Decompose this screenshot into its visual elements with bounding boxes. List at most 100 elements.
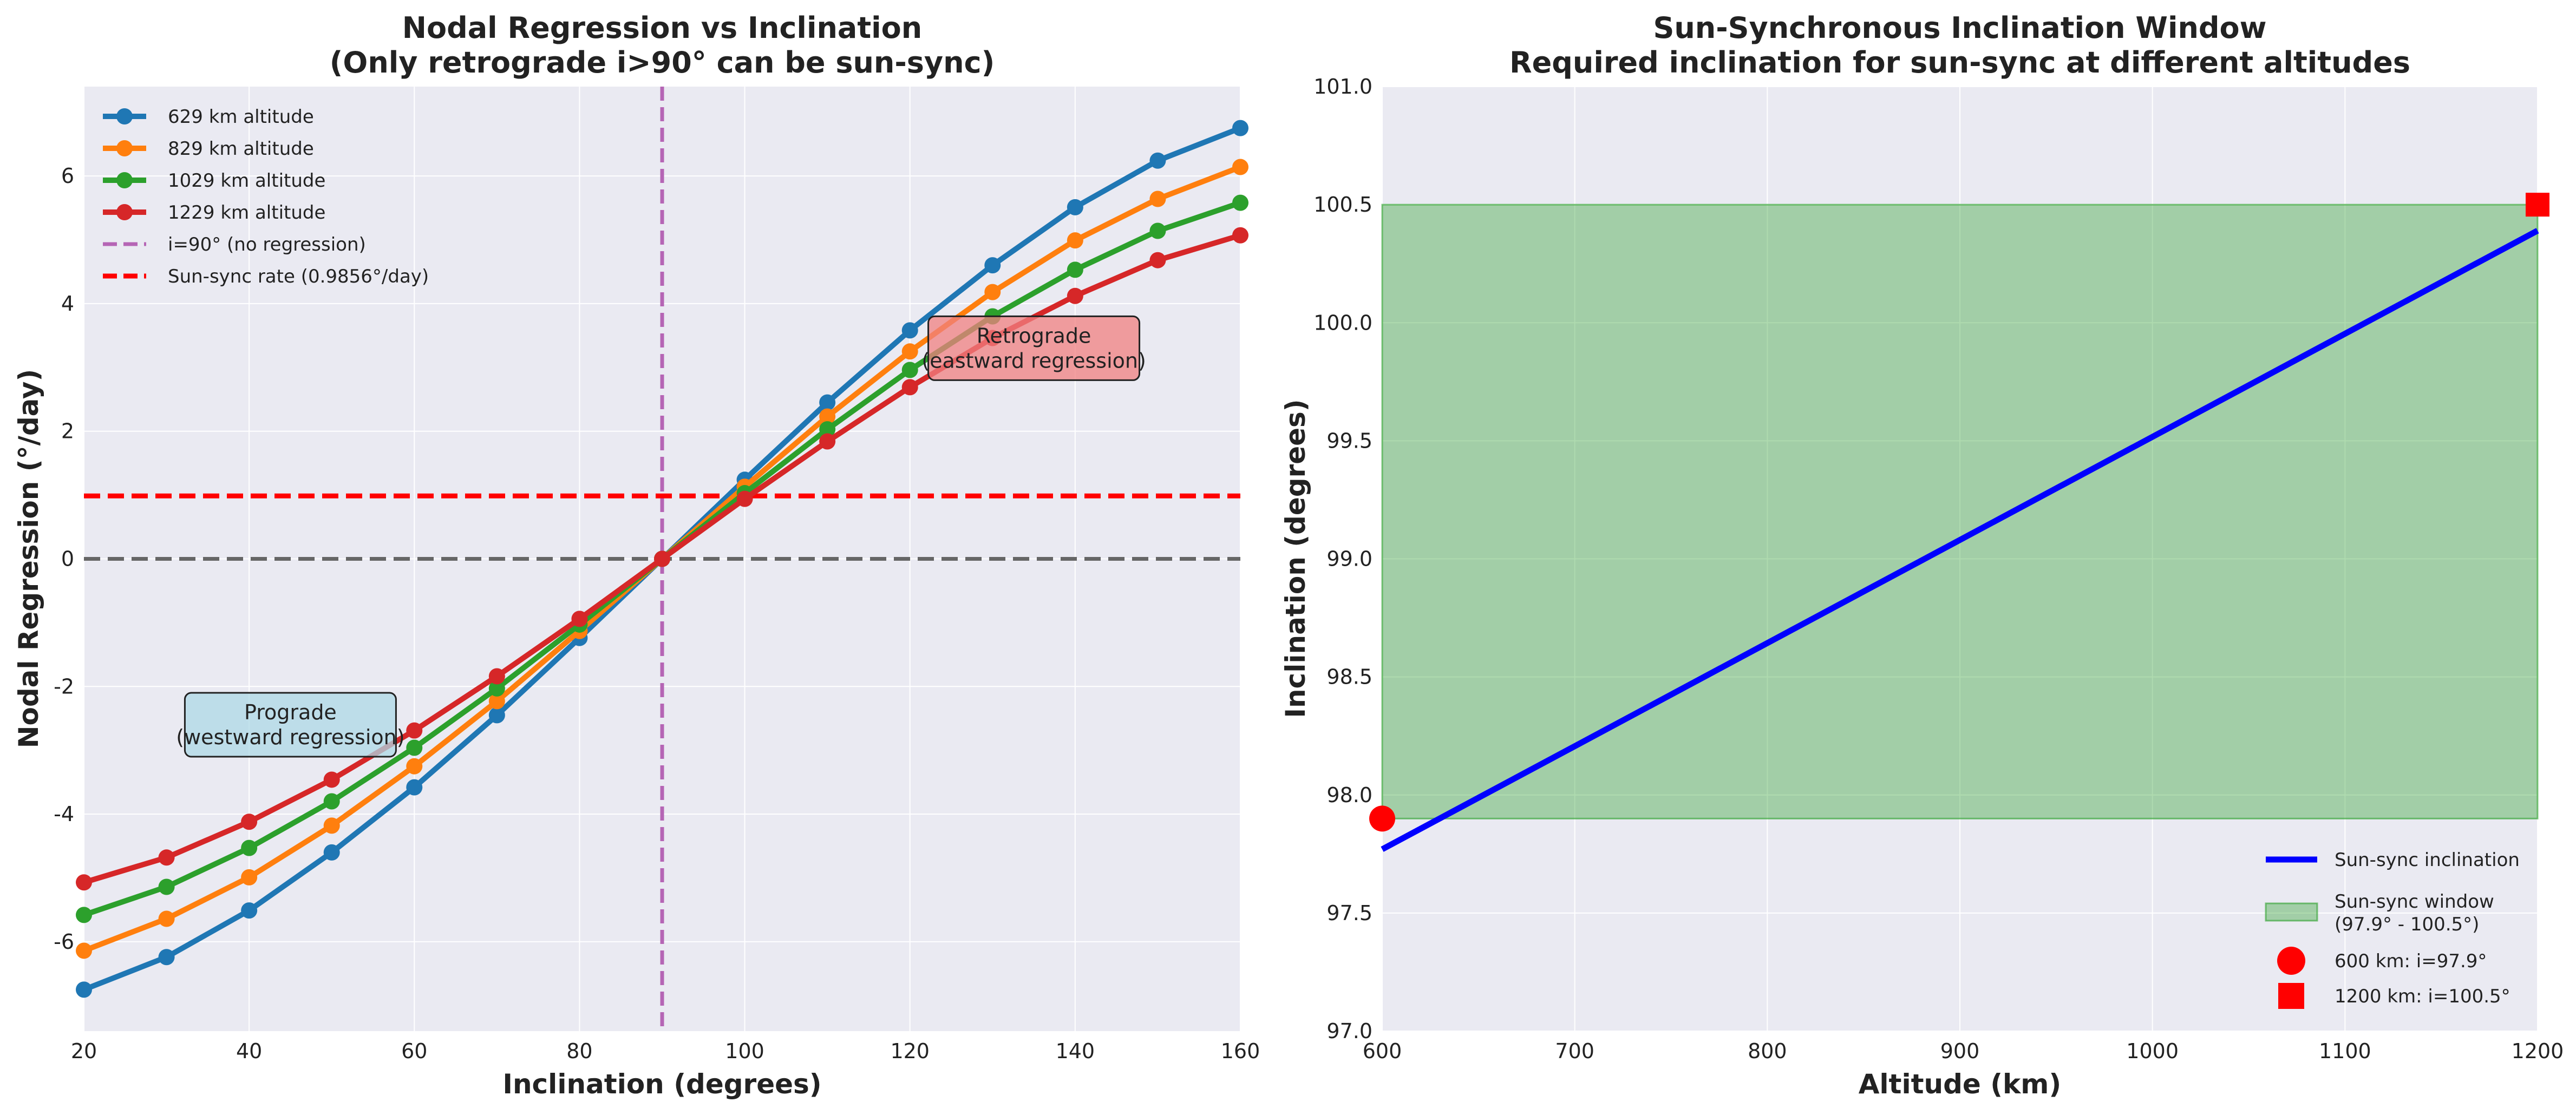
right-x-tick-label: 800 xyxy=(1748,1039,1787,1063)
left-y-ticks: -6 -4 -2 0 2 4 6 xyxy=(54,164,74,954)
left-data-point xyxy=(984,284,1001,300)
left-data-point xyxy=(323,771,340,788)
left-data-point xyxy=(323,793,340,810)
marker-circle xyxy=(1369,805,1395,832)
left-x-tick-label: 140 xyxy=(1056,1039,1095,1063)
left-legend-marker xyxy=(116,140,133,156)
left-annotation-text: (westward regression) xyxy=(176,725,404,749)
right-legend-label: (97.9° - 100.5°) xyxy=(2335,914,2479,935)
right-y-tick-label: 100.0 xyxy=(1313,311,1372,334)
left-data-point xyxy=(984,257,1001,274)
left-legend-marker xyxy=(116,204,133,220)
left-data-point xyxy=(488,693,505,710)
left-annotation-box xyxy=(927,315,1141,381)
left-data-point xyxy=(901,362,918,378)
left-data-point xyxy=(1232,227,1248,244)
left-legend-label: 1029 km altitude xyxy=(168,170,325,192)
left-x-axis-label: Inclination (degrees) xyxy=(502,1068,821,1100)
left-legend-label: 829 km altitude xyxy=(168,138,314,160)
left-chart-title: Nodal Regression vs Inclination xyxy=(402,11,922,45)
right-x-tick-label: 900 xyxy=(1940,1039,1980,1063)
left-data-point xyxy=(241,839,258,856)
left-annotation-text: (eastward regression) xyxy=(921,349,1146,372)
left-data-point xyxy=(819,433,836,450)
right-x-tick-label: 700 xyxy=(1555,1039,1594,1063)
right-legend-label: 600 km: i=97.9° xyxy=(2335,950,2487,972)
right-band xyxy=(1381,204,2539,819)
left-data-point xyxy=(76,942,92,959)
left-y-axis-label: Nodal Regression (°/day) xyxy=(13,369,44,749)
left-legend-marker xyxy=(116,172,133,188)
left-x-tick-label: 80 xyxy=(566,1039,592,1063)
right-y-tick-label: 100.5 xyxy=(1313,193,1372,217)
left-data-point xyxy=(488,680,505,697)
sun-sync-window-panel: Sun-Synchronous Inclination Window Requi… xyxy=(1280,11,2564,1100)
right-x-tick-label: 1100 xyxy=(2319,1039,2371,1063)
right-y-tick-label: 98.0 xyxy=(1326,783,1372,807)
marker-square xyxy=(2526,193,2549,217)
right-x-ticks: 600 700 800 900 1000 1100 1200 xyxy=(1363,1039,2564,1063)
sun-sync-window-band xyxy=(1381,204,2539,819)
left-data-point xyxy=(158,949,175,966)
left-data-point xyxy=(901,322,918,339)
left-data-point xyxy=(1067,261,1083,278)
left-data-point xyxy=(736,490,753,507)
left-data-point xyxy=(406,722,423,739)
left-data-point xyxy=(158,910,175,927)
left-annotations: Prograde(westward regression) Retrograde(… xyxy=(176,315,1146,758)
right-legend-swatch xyxy=(2265,902,2318,922)
left-data-point xyxy=(241,869,258,886)
left-data-point xyxy=(1232,194,1248,211)
left-y-tick-label: -4 xyxy=(54,802,74,826)
left-annotation-text: Retrograde xyxy=(977,324,1091,347)
left-data-point xyxy=(158,878,175,895)
right-y-tick-label: 97.0 xyxy=(1326,1019,1372,1043)
left-data-point xyxy=(323,844,340,861)
left-annotation-text: Prograde xyxy=(244,700,337,724)
left-data-point xyxy=(1067,287,1083,304)
right-x-tick-label: 1200 xyxy=(2512,1039,2564,1063)
left-x-ticks: 20 40 60 80 100 120 140 160 xyxy=(71,1039,1260,1063)
right-y-ticks: 97.0 97.5 98.0 98.5 99.0 99.5 100.0 100.5 101.0 xyxy=(1313,75,1372,1043)
right-legend: Sun-sync inclination Sun-sync window(97.9… xyxy=(2265,849,2520,1009)
right-legend-label: 1200 km: i=100.5° xyxy=(2335,986,2510,1007)
left-data-point xyxy=(819,394,836,411)
right-chart-subtitle: Required inclination for sun-sync at dif… xyxy=(1509,45,2410,80)
right-legend-marker xyxy=(2277,947,2305,975)
left-data-point xyxy=(1067,199,1083,215)
left-data-point xyxy=(488,707,505,724)
right-legend-marker xyxy=(2278,983,2304,1009)
left-data-point xyxy=(1149,252,1166,268)
right-markers xyxy=(1369,193,2549,832)
left-data-point xyxy=(1149,152,1166,169)
right-y-tick-label: 99.0 xyxy=(1326,547,1372,571)
left-data-point xyxy=(241,814,258,830)
left-data-point xyxy=(1067,232,1083,249)
left-y-tick-label: 0 xyxy=(61,547,74,571)
right-y-axis-label: Inclination (degrees) xyxy=(1280,399,1311,718)
left-y-tick-label: 6 xyxy=(61,164,74,188)
left-x-tick-label: 120 xyxy=(890,1039,930,1063)
left-y-tick-label: 2 xyxy=(61,419,74,443)
left-data-point xyxy=(406,758,423,775)
left-x-tick-label: 60 xyxy=(401,1039,427,1063)
left-data-point xyxy=(241,902,258,919)
left-data-point xyxy=(1232,120,1248,136)
right-chart-title: Sun-Synchronous Inclination Window xyxy=(1653,11,2266,45)
right-y-tick-label: 99.5 xyxy=(1326,429,1372,452)
right-x-tick-label: 1000 xyxy=(2126,1039,2179,1063)
left-legend-label: i=90° (no regression) xyxy=(168,234,366,255)
left-legend: 629 km altitude 829 km altitude 1029 km al… xyxy=(103,106,429,287)
left-chart-subtitle: (Only retrograde i>90° can be sun-sync) xyxy=(330,45,995,80)
left-data-point xyxy=(571,611,588,627)
left-data-point xyxy=(901,343,918,360)
right-series xyxy=(1381,228,2539,852)
left-legend-label: Sun-sync rate (0.9856°/day) xyxy=(168,266,429,287)
left-legend-label: 1229 km altitude xyxy=(168,202,325,224)
left-x-tick-label: 20 xyxy=(71,1039,97,1063)
left-data-point xyxy=(1149,191,1166,207)
left-data-point xyxy=(1232,159,1248,175)
right-legend-label: Sun-sync window xyxy=(2335,891,2494,913)
left-data-point xyxy=(819,408,836,425)
